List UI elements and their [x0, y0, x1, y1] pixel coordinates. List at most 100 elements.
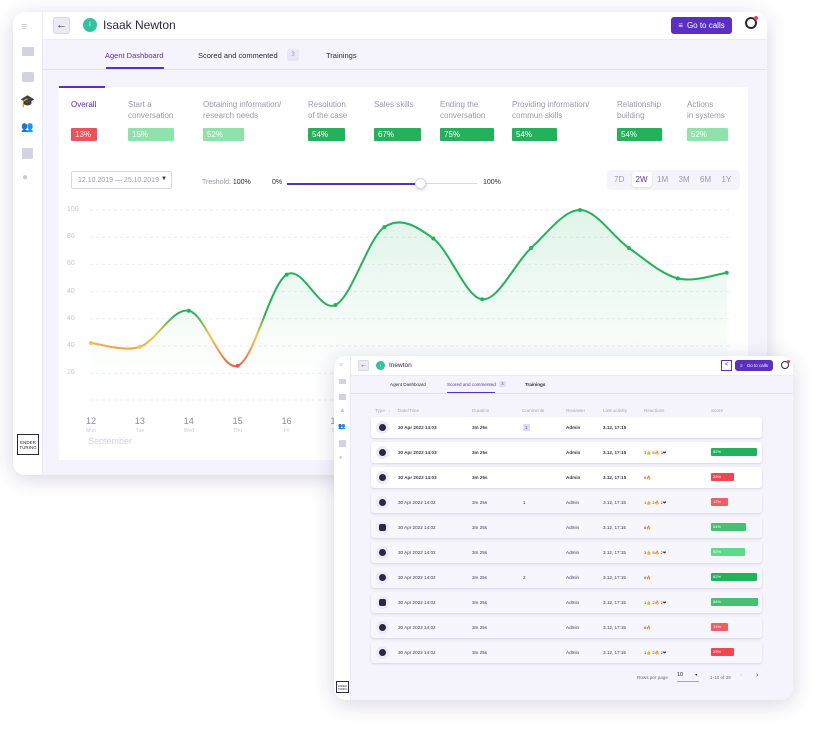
- table-row[interactable]: 30 Apr 2022 14:02 3m 25s 1 Admin 3.12, 17:15…: [371, 492, 762, 513]
- metric-label[interactable]: Resolution of the case: [308, 100, 348, 120]
- reactions[interactable]: 1👍 2🔥 2❤: [644, 600, 667, 605]
- table-row[interactable]: 30 Apr 2022 14:03 3m 25s Admin 3.12, 17:15 6…: [371, 467, 762, 488]
- dashboard-icon[interactable]: [22, 47, 34, 56]
- comments-count[interactable]: 1: [523, 424, 530, 431]
- data-point[interactable]: [235, 363, 240, 368]
- go-to-calls-button[interactable]: ≡ Go to calls: [735, 360, 773, 371]
- user-icon[interactable]: ●: [339, 455, 343, 461]
- metric-label[interactable]: Relationship building: [617, 100, 662, 120]
- data-point[interactable]: [529, 246, 534, 250]
- graduation-cap-icon[interactable]: 🎓: [20, 94, 35, 108]
- column-header-duration[interactable]: Duration: [472, 408, 490, 413]
- table-row[interactable]: 30 Apr 2022 14:03 3m 25s 1 Admin 3.12, 17:15: [371, 417, 762, 438]
- tab-agent-dashboard[interactable]: Agent Dashboard: [105, 51, 164, 60]
- reviewer: Admin: [566, 600, 580, 605]
- tab-trainings[interactable]: Trainings: [326, 51, 357, 60]
- data-point[interactable]: [137, 344, 142, 349]
- threshold-slider[interactable]: [287, 178, 477, 189]
- share-icon[interactable]: <: [721, 360, 732, 371]
- back-button[interactable]: ←: [358, 360, 369, 371]
- graduation-cap-icon[interactable]: ▲: [339, 407, 346, 414]
- report-icon[interactable]: [339, 440, 346, 447]
- data-point[interactable]: [626, 246, 631, 250]
- metric-label[interactable]: Sales skills: [374, 100, 414, 109]
- reviewer: Admin: [566, 525, 580, 530]
- column-header-last-activity[interactable]: Last activity: [603, 408, 627, 413]
- data-point[interactable]: [186, 308, 191, 313]
- menu-icon[interactable]: ≡: [21, 21, 28, 33]
- comments-count[interactable]: 1: [523, 500, 526, 505]
- table-row[interactable]: 30 Apr 2022 14:02 3m 25s Admin 3.12, 17:15 1…: [371, 642, 762, 663]
- range-button-6m[interactable]: 6M: [700, 175, 712, 184]
- table-row[interactable]: 30 Apr 2022 14:02 3m 25s Admin 3.12, 17:15 6…: [371, 517, 762, 538]
- x-tick-weekday: Mon: [86, 428, 96, 434]
- metric-label[interactable]: Actions in systems: [687, 100, 725, 120]
- tab-agent-dashboard[interactable]: Agent Dashboard: [390, 382, 426, 387]
- data-point[interactable]: [480, 297, 485, 302]
- inbox-icon[interactable]: [22, 72, 34, 82]
- go-to-calls-button[interactable]: ≡ Go to calls: [671, 17, 732, 34]
- data-point[interactable]: [675, 276, 680, 281]
- back-button[interactable]: ←: [53, 17, 70, 34]
- slider-handle[interactable]: [415, 178, 426, 189]
- range-button-1y[interactable]: 1Y: [721, 175, 732, 184]
- last-activity: 3.12, 17:15: [603, 600, 626, 605]
- data-point[interactable]: [89, 341, 93, 345]
- column-header-reviewer[interactable]: Reviewer: [566, 408, 586, 413]
- metric-label[interactable]: Ending the conversation: [440, 100, 486, 120]
- range-button-3m[interactable]: 3M: [678, 175, 690, 184]
- rows-per-page-select[interactable]: 10 ▼: [677, 672, 699, 682]
- table-row[interactable]: 30 Apr 2022 14:02 3m 25s Admin 3.12, 17:15 1…: [371, 592, 762, 613]
- table-row[interactable]: 30 Apr 2022 14:02 3m 25s 2 Admin 3.12, 17:15…: [371, 567, 762, 588]
- column-header-comments[interactable]: Comments: [522, 408, 545, 413]
- data-point[interactable]: [724, 270, 729, 275]
- sort-arrow-icon[interactable]: ↓: [388, 408, 391, 413]
- reactions[interactable]: 3👍 5🔥 2❤: [644, 550, 667, 555]
- metric-label[interactable]: Overall: [71, 100, 97, 109]
- avatar: I: [83, 18, 97, 32]
- menu-icon[interactable]: ≡: [339, 362, 344, 369]
- reactions[interactable]: 3👍 5🔥 3❤: [644, 450, 667, 455]
- inbox-icon[interactable]: [339, 394, 346, 400]
- reactions[interactable]: 6🔥: [644, 525, 652, 530]
- metric-label[interactable]: Obtaining information/ research needs: [203, 100, 282, 120]
- team-icon[interactable]: 👥: [21, 122, 34, 133]
- data-point[interactable]: [431, 236, 436, 241]
- table-row[interactable]: 30 Apr 2022 14:02 3m 25s Admin 3.12, 17:15 6…: [371, 617, 762, 638]
- reactions[interactable]: 6🔥: [644, 475, 652, 480]
- data-point[interactable]: [333, 303, 338, 307]
- tab-scored-and-commented[interactable]: Scored and commented: [198, 51, 278, 60]
- reactions[interactable]: 6🔥: [644, 625, 652, 630]
- reactions[interactable]: 1👍 2🔥 2❤: [644, 500, 667, 505]
- table-row[interactable]: 30 Apr 2022 14:02 3m 25s Admin 3.12, 17:15 3…: [371, 542, 762, 563]
- tab-scored-and-commented[interactable]: Scored and commented: [447, 382, 496, 387]
- column-header-type[interactable]: Type: [375, 408, 385, 413]
- range-button-2w[interactable]: 2W: [631, 172, 652, 187]
- reactions[interactable]: 6🔥: [644, 575, 652, 580]
- metric-value-badge: 13%: [71, 128, 97, 141]
- date-range-picker[interactable]: 12.10.2019 — 25.10.2019 ▼: [71, 171, 172, 189]
- tab-trainings[interactable]: Trainings: [525, 382, 546, 387]
- next-page-button[interactable]: ›: [756, 672, 759, 679]
- column-header-score[interactable]: Score: [711, 408, 724, 413]
- reactions[interactable]: 1👍 2🔥 2❤: [644, 650, 667, 655]
- column-header-reactions[interactable]: Reactions: [644, 408, 665, 413]
- data-point[interactable]: [284, 272, 289, 277]
- report-icon[interactable]: [22, 148, 33, 159]
- account-icon[interactable]: [745, 17, 757, 29]
- data-point[interactable]: [578, 208, 582, 212]
- previous-page-button[interactable]: ‹: [740, 672, 743, 679]
- column-header-date-time[interactable]: Date/Time: [398, 408, 420, 413]
- comments-count[interactable]: 2: [523, 575, 526, 580]
- account-icon[interactable]: [781, 361, 789, 369]
- team-icon[interactable]: 👥: [338, 424, 346, 430]
- metric-label[interactable]: Providing information/ commun skills: [512, 100, 590, 120]
- range-button-7d[interactable]: 7D: [614, 175, 625, 184]
- metric-value-badge: 54%: [308, 128, 345, 141]
- data-point[interactable]: [382, 225, 387, 230]
- range-button-1m[interactable]: 1M: [657, 175, 669, 184]
- user-icon[interactable]: ●: [22, 172, 29, 183]
- table-row[interactable]: 30 Apr 2022 14:03 3m 25s Admin 3.12, 17:15 3…: [371, 442, 762, 463]
- dashboard-icon[interactable]: [339, 379, 346, 384]
- metric-label[interactable]: Start a conversation: [128, 100, 174, 120]
